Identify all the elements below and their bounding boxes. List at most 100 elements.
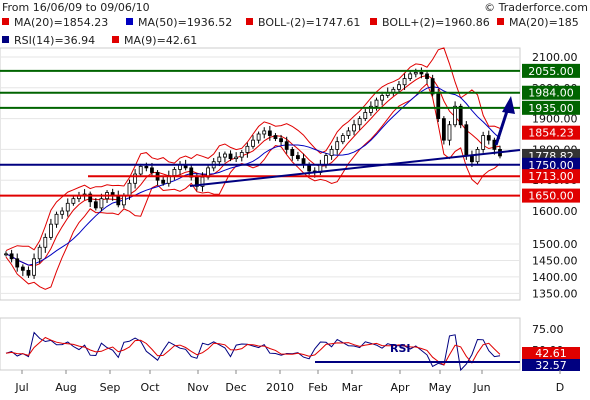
candle-body: [436, 93, 441, 119]
legend-item: BOLL-(2)=1747.61: [258, 16, 360, 29]
candle-body: [172, 169, 177, 176]
trendline: [189, 149, 521, 187]
candle-body: [138, 165, 143, 175]
candle-body: [486, 135, 491, 141]
candle-body: [150, 167, 154, 173]
candle-body: [161, 179, 166, 184]
candle-body: [464, 124, 469, 156]
y-tick-label: 1350.00: [532, 287, 578, 300]
candle-body: [413, 72, 418, 75]
x-tick-label: Dec: [225, 381, 246, 394]
level-tag-label: 1713.00: [528, 170, 574, 183]
candle-body: [43, 236, 48, 248]
legend-item: MA(50)=1936.52: [138, 16, 232, 29]
candle-body: [20, 266, 25, 271]
candle-body: [284, 141, 289, 150]
candle-body: [133, 173, 138, 184]
level-tags: 2055.001984.001935.001854.231778.821750.…: [522, 63, 580, 203]
candle-body: [273, 135, 278, 140]
candle-body: [368, 105, 373, 113]
y-tick-label: 1900.00: [532, 113, 578, 126]
candle-body: [88, 193, 93, 203]
candle-body: [65, 202, 70, 212]
level-tag: [522, 63, 580, 78]
candle-body: [217, 156, 222, 163]
candle-body: [441, 118, 446, 141]
x-tick-label: Sep: [100, 381, 121, 394]
level-tag-label: 1984.00: [528, 87, 574, 100]
candle-body: [60, 210, 65, 215]
candle-body: [121, 195, 126, 206]
y-tick-label: 1600.00: [532, 205, 578, 218]
x-tick-label: D: [556, 381, 564, 394]
up-arrow-shaft: [494, 107, 510, 146]
candle-body: [93, 201, 98, 209]
candle-body: [402, 78, 407, 86]
legend-item: MA(20)=185: [509, 16, 579, 29]
candle-body: [419, 72, 424, 75]
trend-arrow: [494, 96, 515, 146]
candle-body: [32, 258, 36, 276]
candle-body: [15, 258, 20, 268]
level-tag-label: 1750.00: [528, 159, 574, 172]
candle-body: [329, 148, 334, 156]
copyright-label: © Traderforce.com: [484, 1, 588, 14]
rsi-ma-line: [5, 336, 501, 366]
legend-swatch: [126, 18, 133, 25]
legend-swatch: [246, 18, 253, 25]
rsi-tag: [522, 359, 580, 371]
candle-body: [279, 138, 283, 143]
x-axis-ticks: Jul Aug Sep Oct Nov Dec 2010 Feb Mar Apr May Jun D: [14, 370, 564, 394]
candle-body: [481, 135, 486, 150]
candle-body: [71, 198, 76, 204]
candle-body: [357, 118, 362, 126]
candle-body: [251, 139, 255, 147]
candle-body: [352, 124, 356, 132]
price-levels: [0, 69, 520, 197]
candle-body: [9, 253, 14, 260]
candle-body: [380, 95, 385, 101]
candle-body: [374, 99, 379, 107]
level-tag: [522, 169, 580, 184]
level-tag-label: 2055.00: [528, 65, 574, 78]
price-panel: [0, 47, 521, 301]
candle-body: [223, 153, 227, 158]
legend-swatch: [2, 36, 9, 43]
x-tick-label: Jul: [14, 381, 28, 394]
candle-body: [290, 148, 295, 156]
date-range-label: From 16/06/09 to 09/06/10: [2, 1, 150, 14]
ma50-line: [5, 86, 501, 266]
level-tag: [522, 125, 580, 140]
candle-body: [346, 130, 351, 136]
rsi-tag: [522, 347, 580, 359]
x-tick-label: 2010: [266, 381, 294, 394]
grid-lines: [0, 56, 520, 294]
x-tick-label: Oct: [140, 381, 160, 394]
candle-body: [228, 153, 233, 160]
candle-body: [324, 155, 328, 166]
x-tick-label: Mar: [342, 381, 363, 394]
candle-body: [267, 130, 272, 136]
level-tag-label: 1650.00: [528, 190, 574, 203]
rsi-label: RSI: [390, 342, 411, 355]
candle-body: [425, 73, 429, 79]
candle-body: [340, 135, 345, 143]
y-tick-label: 1450.00: [532, 254, 578, 267]
y-tick-label: 1400.00: [532, 271, 578, 284]
legend-swatch: [112, 36, 119, 43]
upper-band: [5, 47, 501, 252]
y-tick-label: 1500.00: [532, 238, 578, 251]
y-tick-label: 2100.00: [532, 51, 578, 64]
candle-body: [37, 246, 42, 260]
candle-body: [4, 253, 8, 256]
candle-body: [447, 124, 452, 141]
level-tag: [522, 157, 580, 172]
candle-body: [26, 269, 31, 276]
candle-body: [430, 78, 435, 95]
candle-body: [397, 84, 401, 90]
legend-item: BOLL+(2)=1960.86: [382, 16, 490, 29]
legend: MA(20)=1854.23 MA(50)=1936.52 BOLL-(2)=1…: [2, 16, 579, 47]
level-tag-label: 1854.23: [528, 127, 574, 140]
